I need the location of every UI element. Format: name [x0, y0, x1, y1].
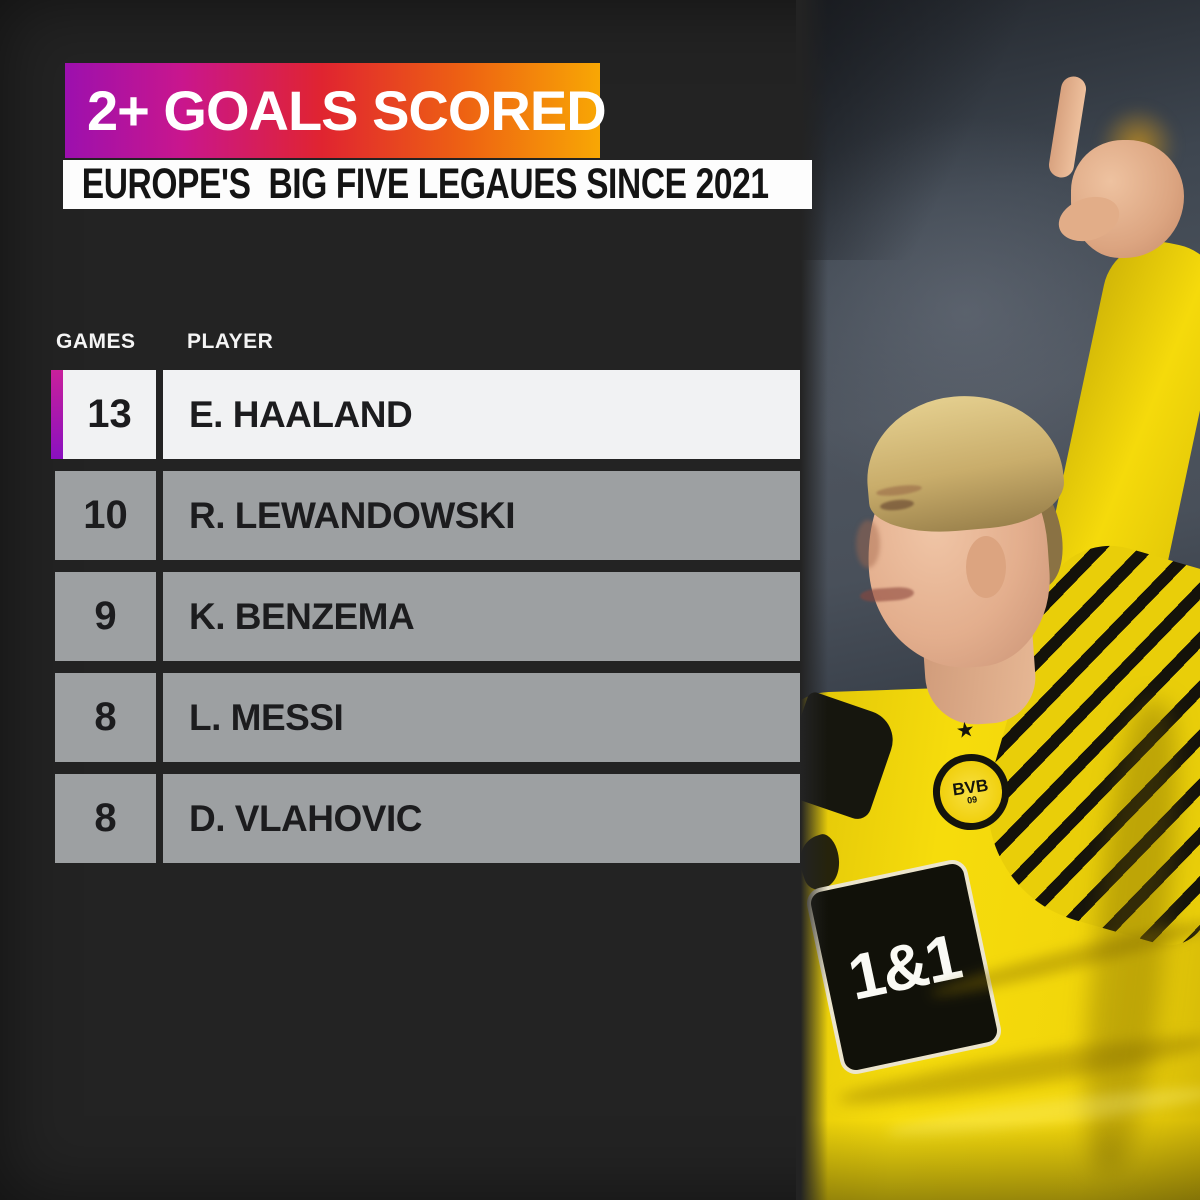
crest-star-icon: ★ [954, 717, 977, 744]
games-cell: 9 [55, 572, 156, 661]
player-cell: D. VLAHOVIC [163, 774, 800, 863]
rank-accent-stripe [51, 370, 63, 459]
table-row: 8 L. MESSI [51, 673, 800, 762]
player-ear [966, 536, 1006, 598]
player-photo: ★ BVB 09 1&1 [796, 0, 1200, 1200]
photo-corner-shade [796, 0, 1200, 260]
table-row: 9 K. BENZEMA [51, 572, 800, 661]
column-header-games: GAMES [56, 330, 136, 353]
table-row: 8 D. VLAHOVIC [51, 774, 800, 863]
games-cell: 13 [63, 370, 156, 459]
player-nose [856, 520, 880, 568]
table-row: 13 E. HAALAND [51, 370, 800, 459]
player-cell: R. LEWANDOWSKI [163, 471, 800, 560]
table-row: 10 R. LEWANDOWSKI [51, 471, 800, 560]
footer: Opta BY STATS PERFORM [0, 1050, 500, 1170]
games-cell: 8 [55, 673, 156, 762]
sponsor-text: 1&1 [842, 920, 966, 1014]
subtitle-bar: EUROPE'S BIG FIVE LEGAUES SINCE 2021 [63, 160, 812, 209]
stats-table: 13 E. HAALAND 10 R. LEWANDOWSKI 9 K. BEN… [51, 370, 800, 880]
player-cell: K. BENZEMA [163, 572, 800, 661]
photo-bottom-shade [796, 1120, 1200, 1200]
player-cell: E. HAALAND [163, 370, 800, 459]
games-cell: 10 [55, 471, 156, 560]
title-banner: 2+ GOALS SCORED [65, 63, 607, 158]
games-cell: 8 [55, 774, 156, 863]
player-cell: L. MESSI [163, 673, 800, 762]
column-header-player: PLAYER [187, 330, 274, 353]
page-subtitle: EUROPE'S BIG FIVE LEGAUES SINCE 2021 [81, 160, 769, 208]
crest-number: 09 [966, 793, 978, 806]
page-title: 2+ GOALS SCORED [87, 79, 607, 142]
